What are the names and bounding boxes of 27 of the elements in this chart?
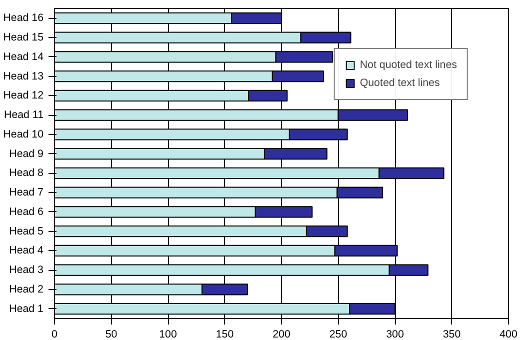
legend-label: Quoted text lines	[360, 77, 440, 89]
y-tick-label: Head 12	[3, 90, 44, 102]
y-tick-label: Head 6	[9, 206, 44, 218]
y-tick-label: Head 7	[9, 186, 44, 199]
y-tick-label: Head 1	[9, 302, 44, 315]
y-tick-label: Head 4	[9, 244, 44, 257]
y-tick-label: Head 9	[9, 148, 44, 160]
x-tick-label: 250	[329, 328, 348, 340]
y-tick-label: Head 14	[3, 50, 44, 63]
x-tick-label: 200	[272, 328, 290, 340]
x-tick-label: 300	[386, 328, 404, 340]
x-tick-label: 150	[216, 328, 234, 340]
y-tick-label: Head 3	[9, 264, 44, 276]
y-tick-label: Head 15	[3, 32, 44, 44]
legend-label: Not quoted text lines	[360, 59, 457, 71]
y-tick-label: Head 16	[3, 12, 44, 24]
y-tick-label: Head 11	[4, 109, 44, 122]
x-tick-label: 50	[105, 328, 118, 340]
x-tick-label: 100	[159, 328, 177, 340]
y-tick-label: Head 13	[3, 70, 44, 82]
y-tick-label: Head 5	[9, 225, 44, 238]
x-tick-label: 350	[442, 328, 461, 340]
y-tick-label: Head 8	[9, 167, 44, 180]
y-tick-label: Head 2	[9, 283, 44, 296]
x-tick-label: 0	[52, 328, 58, 340]
x-tick-label: 400	[500, 328, 518, 340]
y-tick-label: Head 10	[3, 128, 44, 140]
